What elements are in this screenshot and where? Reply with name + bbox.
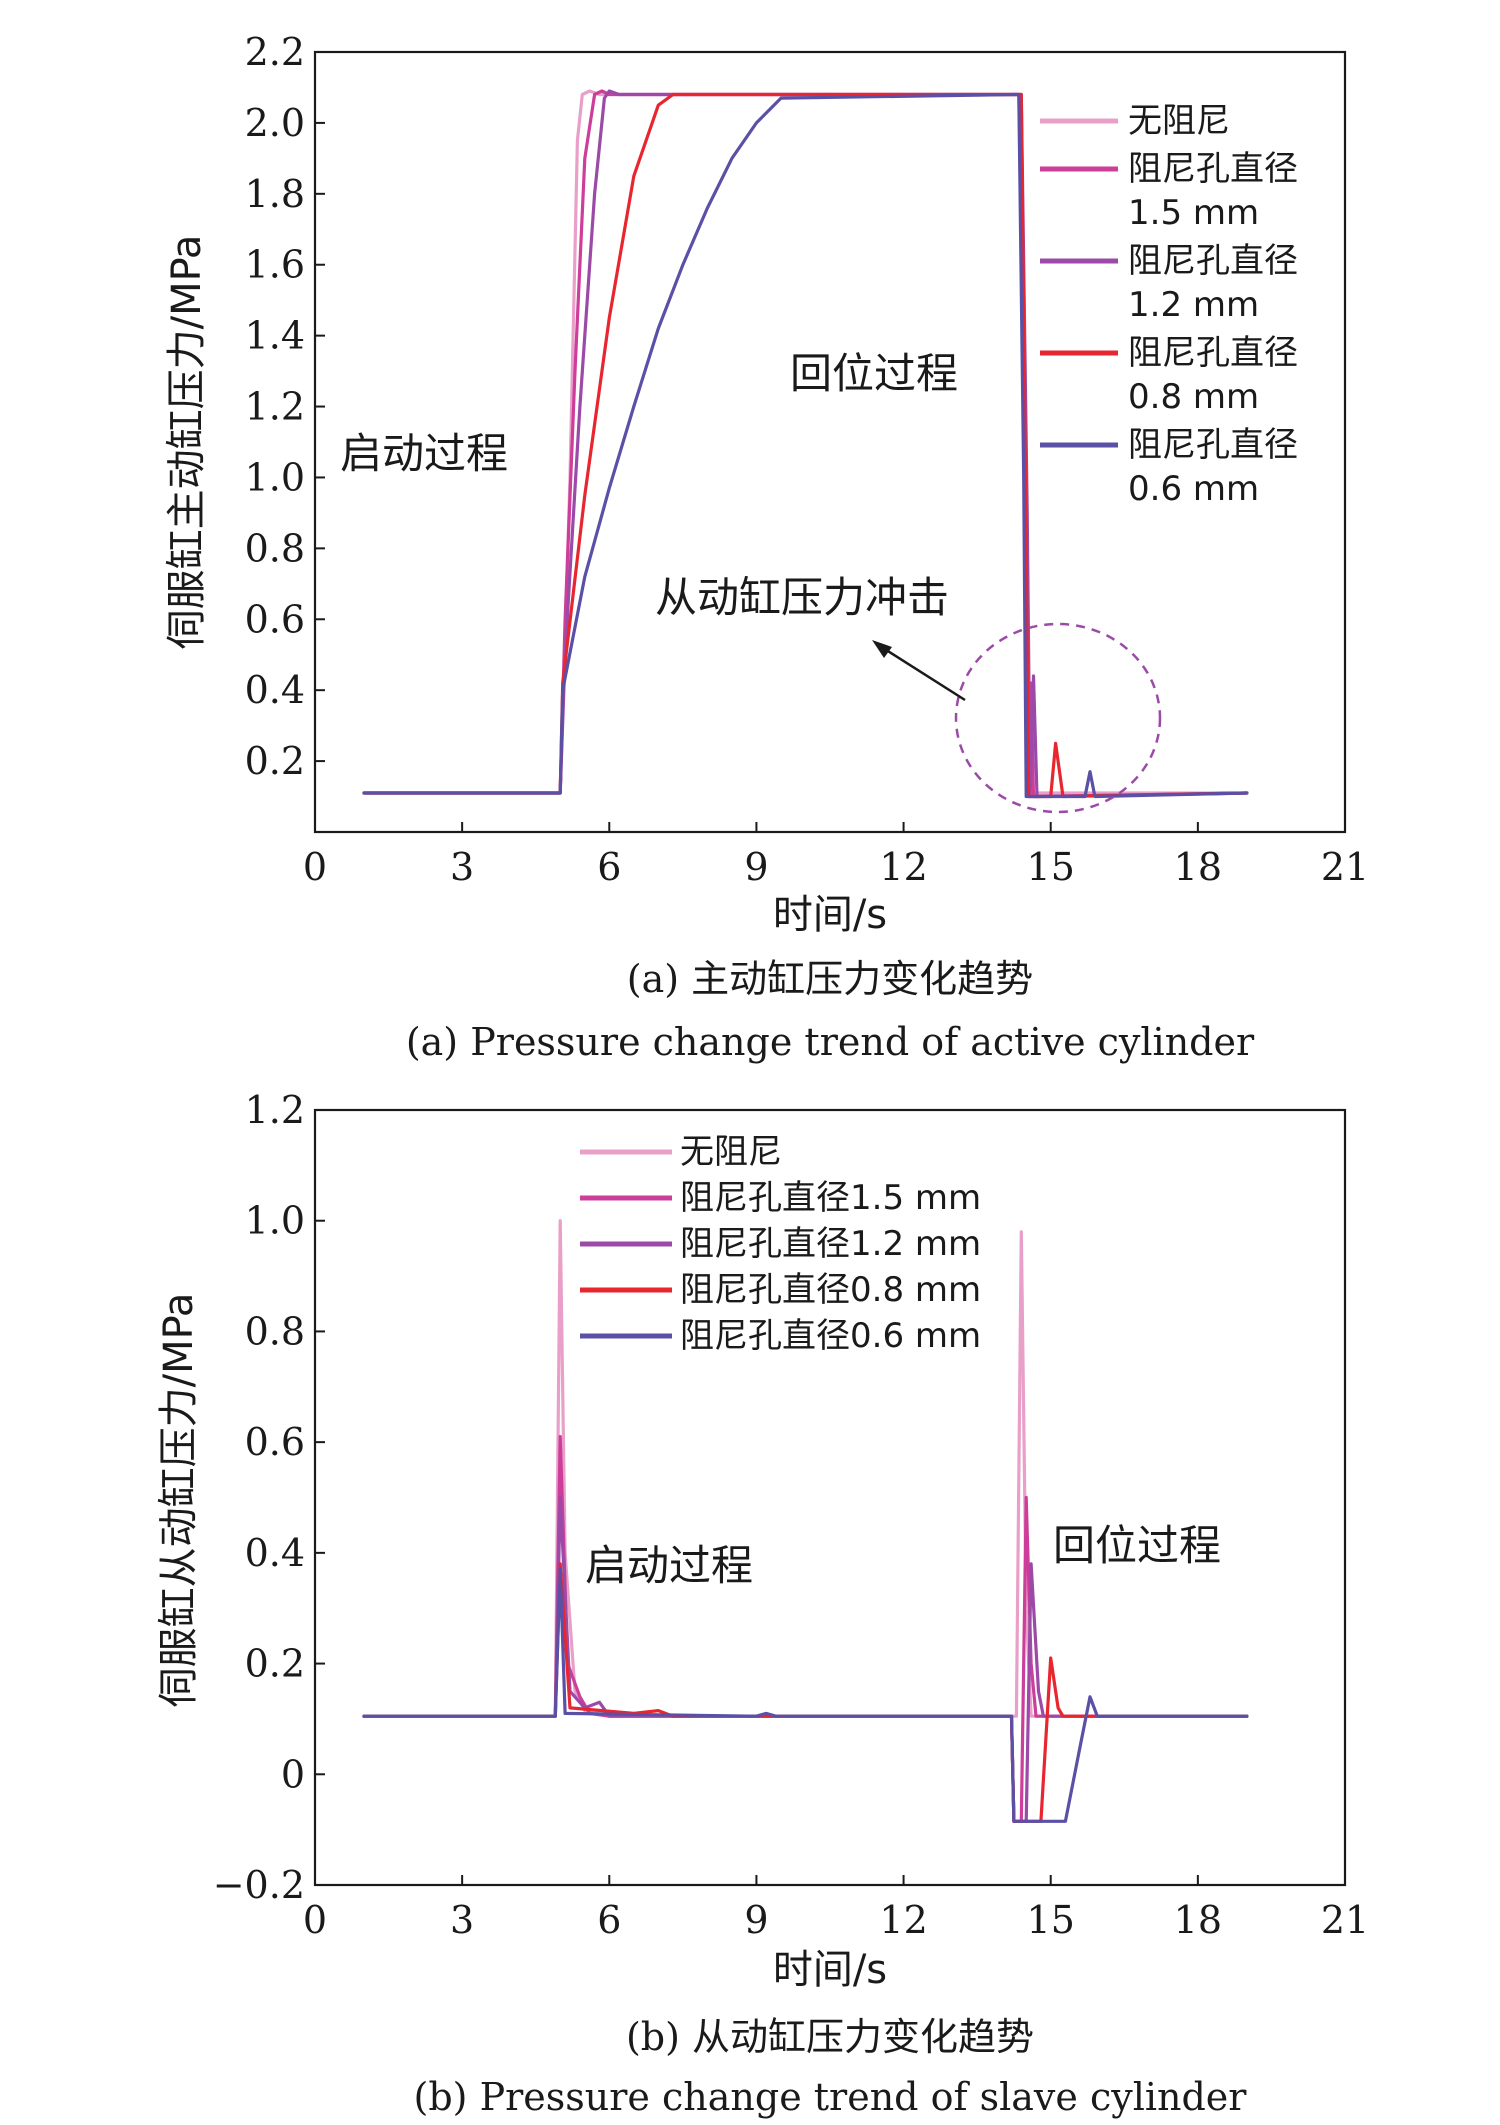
legend-label-4: 阻尼孔直径 xyxy=(1128,333,1298,373)
y-tick-label: 0.6 xyxy=(245,597,305,641)
y-axis-label: 伺服缸从动缸压力/MPa xyxy=(156,1293,202,1708)
y-tick-label: 2.0 xyxy=(245,101,305,145)
series-line-3 xyxy=(362,89,1249,799)
legend-label-2: 阻尼孔直径 xyxy=(1128,149,1298,189)
legend-label-3: 阻尼孔直径1.2 mm xyxy=(680,1224,981,1264)
x-tick-label: 18 xyxy=(1174,1898,1222,1942)
y-tick-label: 0.2 xyxy=(245,1642,305,1686)
caption-cn: (a) 主动缸压力变化趋势 xyxy=(627,957,1033,1001)
caption-en: (a) Pressure change trend of active cyli… xyxy=(406,1020,1255,1064)
x-tick-label: 9 xyxy=(744,845,768,889)
y-axis: −0.2 0 0.2 0.4 0.6 0.8 1.0 1.2 xyxy=(213,1088,325,1907)
x-tick-label: 6 xyxy=(597,845,621,889)
y-tick-label: 1.0 xyxy=(245,1199,305,1243)
y-tick-label: 0.8 xyxy=(245,526,305,570)
x-tick-label: 3 xyxy=(450,1898,474,1942)
legend-label-5: 0.6 mm xyxy=(1128,469,1259,509)
chart-slave-cylinder: −0.200.20.40.60.81.01.2 0 3 6 9 12 15 18 21 启动过… xyxy=(156,1088,1369,2119)
y-tick-label: 2.2 xyxy=(245,30,305,74)
annotation-start: 启动过程 xyxy=(585,1541,753,1590)
y-axis: 0.2 0.4 0.6 0.8 1.0 1.2 1.4 1.6 1.8 2.0 2.2 xyxy=(245,30,325,783)
legend-label-5: 阻尼孔直径0.6 mm xyxy=(680,1316,981,1356)
legend-label-1: 无阻尼 xyxy=(1128,101,1230,141)
series-line-5 xyxy=(362,92,1249,799)
series-line-4 xyxy=(362,1562,1249,1823)
x-tick-label: 12 xyxy=(879,1898,927,1942)
x-tick-label: 15 xyxy=(1027,1898,1075,1942)
y-tick-label: 1.2 xyxy=(245,1088,305,1132)
legend-label-4: 0.8 mm xyxy=(1128,377,1259,417)
x-axis: 0 3 6 9 12 15 18 21 xyxy=(303,822,1369,889)
x-tick-label: 0 xyxy=(303,845,327,889)
y-tick-label: 0 xyxy=(281,1752,305,1796)
y-tick-label: 1.0 xyxy=(245,455,305,499)
x-tick-label: 21 xyxy=(1321,845,1369,889)
y-tick-label: 0.2 xyxy=(245,739,305,783)
legend-label-2: 阻尼孔直径1.5 mm xyxy=(680,1178,981,1218)
y-tick-label: 0.6 xyxy=(245,1420,305,1464)
y-tick-label: −0.2 xyxy=(213,1863,305,1907)
y-axis-label: 伺服缸主动缸压力/MPa xyxy=(164,235,210,650)
chart-active-cylinder: 0.2 0.4 0.6 0.8 1.0 1.2 1.4 1.6 1.8 2.0 2.2 0 3 6 9 12… xyxy=(164,30,1369,1064)
caption-cn: (b) 从动缸压力变化趋势 xyxy=(626,2015,1034,2059)
legend-label-3: 阻尼孔直径 xyxy=(1128,241,1298,281)
y-tick-label: 1.4 xyxy=(245,314,305,358)
y-tick-label: 0.4 xyxy=(245,668,305,712)
annotation-return: 回位过程 xyxy=(790,349,958,398)
annotation-impact: 从动缸压力冲击 xyxy=(655,573,949,622)
legend-label-3: 1.2 mm xyxy=(1128,285,1259,325)
series-group xyxy=(362,1219,1249,1823)
annotation-start: 启动过程 xyxy=(340,429,508,478)
caption-en: (b) Pressure change trend of slave cylin… xyxy=(414,2075,1248,2119)
series-line-2 xyxy=(362,1434,1249,1823)
plot-frame xyxy=(313,1108,1347,1887)
impact-arrow xyxy=(872,640,966,702)
legend-label-1: 无阻尼 xyxy=(680,1132,782,1172)
x-tick-label: 0 xyxy=(303,1898,327,1942)
x-tick-label: 21 xyxy=(1321,1898,1369,1942)
y-tick-label: 1.8 xyxy=(245,172,305,216)
legend-label-2: 1.5 mm xyxy=(1128,193,1259,233)
x-tick-label: 3 xyxy=(450,845,474,889)
impact-ellipse xyxy=(954,622,1162,814)
series-line-5 xyxy=(362,1567,1249,1823)
x-tick-label: 12 xyxy=(879,845,927,889)
legend-label-5: 阻尼孔直径 xyxy=(1128,425,1298,465)
plot-frame xyxy=(313,50,1347,834)
y-tick-label: 0.8 xyxy=(245,1309,305,1353)
x-axis: 0 3 6 9 12 15 18 21 xyxy=(303,1875,1369,1942)
y-tick-label: 1.2 xyxy=(245,385,305,429)
x-tick-label: 18 xyxy=(1174,845,1222,889)
x-axis-label: 时间/s xyxy=(773,892,887,938)
legend-label-4: 阻尼孔直径0.8 mm xyxy=(680,1270,981,1310)
x-tick-label: 6 xyxy=(597,1898,621,1942)
series-group xyxy=(362,89,1249,799)
series-line-4 xyxy=(362,92,1249,799)
annotation-return: 回位过程 xyxy=(1053,1521,1221,1570)
x-tick-label: 15 xyxy=(1027,845,1075,889)
x-tick-label: 9 xyxy=(744,1898,768,1942)
y-tick-label: 0.4 xyxy=(245,1531,305,1575)
x-axis-label: 时间/s xyxy=(773,1947,887,1993)
y-tick-label: 1.6 xyxy=(245,243,305,287)
